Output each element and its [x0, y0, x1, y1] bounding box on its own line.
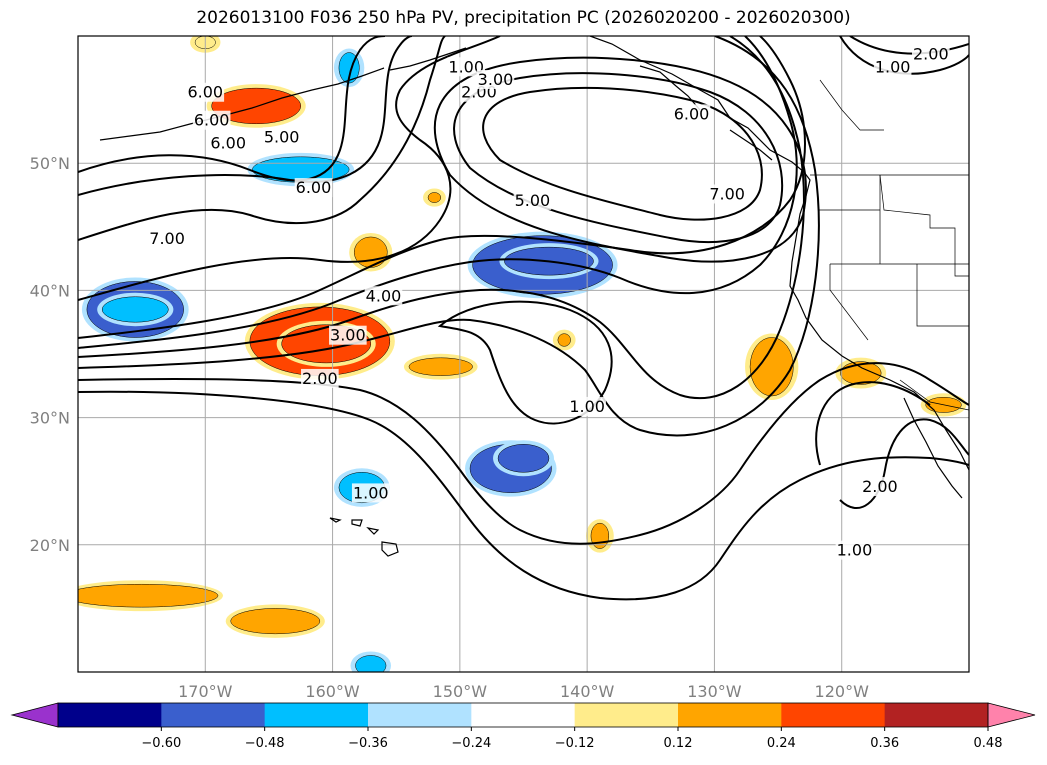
colorbar-segment	[884, 703, 989, 727]
contour-label: 7.00	[149, 229, 185, 248]
precip-anomaly-blob	[408, 357, 473, 376]
y-tick-label: 50°N	[30, 154, 70, 173]
precip-anomaly-blob	[497, 444, 550, 473]
contour-label-bg	[835, 540, 874, 560]
contour-label-bg	[329, 325, 367, 345]
colorbar-segment	[264, 703, 369, 727]
colorbar-segment	[781, 703, 886, 727]
contour-label-bg	[672, 104, 711, 124]
contour-label-bg	[708, 184, 746, 204]
colorbar-segment	[161, 703, 266, 727]
chart-title: 2026013100 F036 250 hPa PV, precipitatio…	[196, 8, 851, 28]
contour-labels: 1.002.003.006.006.006.00 5.006.007.005.00…	[148, 44, 950, 560]
y-tick-label: 30°N	[30, 409, 70, 428]
contour-label-bg	[209, 133, 248, 153]
colorbar-tick-label: 0.36	[870, 736, 899, 751]
contour-label-bg	[873, 57, 912, 77]
colorbar-segment	[574, 703, 679, 727]
colorbar-segment	[368, 703, 472, 727]
contour-label: 2.00	[302, 369, 338, 388]
contour-label: 2.00	[913, 45, 949, 64]
precip-anomaly-blob	[557, 333, 571, 347]
contour-label-bg	[351, 483, 390, 503]
contour-label-bg	[513, 190, 552, 210]
colorbar: −0.60 −0.48 −0.36 −0.24 −0.12 0.12 0.24 0.36 0.4…	[10, 702, 1036, 751]
contour-label: 4.00	[366, 286, 402, 305]
colorbar-tick-label: −0.60	[141, 736, 181, 751]
contour-label: 5.00	[264, 127, 300, 146]
colorbar-segment	[58, 703, 162, 727]
precip-anomaly-layer	[78, 36, 967, 672]
x-tick-label: 140°W	[560, 682, 615, 701]
contour-label-bg	[148, 229, 186, 249]
contour-label: 3.00	[478, 70, 514, 89]
contour-label-bg	[861, 477, 899, 497]
precip-anomaly-blob	[427, 192, 442, 203]
colorbar-segment	[678, 703, 782, 727]
gridlines	[78, 36, 969, 672]
contour-label: 3.00	[330, 326, 366, 345]
colorbar-tick-label: 0.12	[664, 736, 693, 751]
map-background	[78, 36, 969, 672]
contour-label: 1.00	[837, 541, 873, 560]
precip-anomaly-blob	[101, 296, 169, 323]
x-tick-label: 150°W	[433, 682, 488, 701]
colorbar-tick-label: −0.12	[555, 736, 595, 751]
colorbar-tick-label: −0.24	[451, 736, 491, 751]
contour-label: 6.00	[187, 83, 223, 102]
colorbar-tick-label: −0.36	[348, 736, 388, 751]
x-tick-label: 130°W	[687, 682, 742, 701]
contour-label: 6.00	[674, 104, 710, 123]
contour-label: 1.00	[875, 57, 911, 76]
precip-anomaly-blob	[78, 583, 219, 608]
contour-label-bg	[294, 178, 333, 198]
contour-label-bg	[912, 44, 950, 64]
x-tick-label: 170°W	[178, 682, 233, 701]
colorbar-tick-label: 0.24	[767, 736, 796, 751]
precip-anomaly-blob	[355, 655, 387, 672]
colorbar-frame	[57, 702, 989, 728]
contour-label: 7.00	[709, 185, 745, 204]
contour-label-bg	[476, 70, 515, 90]
contour-label: 6.00	[296, 178, 332, 197]
precip-anomaly-blob	[230, 608, 321, 635]
contour-label-bg	[262, 127, 301, 147]
contour-label: 2.00	[862, 477, 898, 496]
contour-label-bg	[364, 286, 403, 306]
axis-ticks: 170°W 160°W 150°W 140°W 130°W 120°W 20°N 30°N 40…	[30, 154, 869, 701]
x-tick-label: 120°W	[815, 682, 870, 701]
precip-anomaly-blob	[353, 236, 388, 268]
political-borders	[810, 79, 969, 411]
contour-label: 6.00	[194, 111, 230, 130]
contour-label: 1.00	[353, 483, 389, 502]
precip-anomaly-blob	[211, 87, 302, 125]
contour-label-bg	[192, 110, 231, 130]
contour-label-bg	[301, 368, 339, 388]
colorbar-tick-label: −0.48	[245, 736, 285, 751]
contour-label: 5.00	[515, 191, 551, 210]
contour-label: 1.00	[448, 57, 484, 76]
colorbar-extend-max	[987, 702, 1036, 728]
colorbar-extend-min	[10, 702, 59, 728]
contour-label: 1.00	[569, 397, 605, 416]
contour-label-bg	[568, 396, 606, 416]
contour-label: 6.00	[210, 134, 246, 153]
colorbar-segment	[471, 703, 576, 727]
colorbar-tick-label: 0.48	[974, 736, 1003, 751]
contour-label-bg	[447, 57, 486, 77]
pv-contours	[78, 36, 969, 601]
y-tick-label: 40°N	[30, 281, 70, 300]
contour-label-bg	[186, 82, 225, 102]
y-tick-label: 20°N	[30, 536, 70, 555]
map-frame	[77, 35, 970, 673]
x-tick-label: 160°W	[305, 682, 360, 701]
